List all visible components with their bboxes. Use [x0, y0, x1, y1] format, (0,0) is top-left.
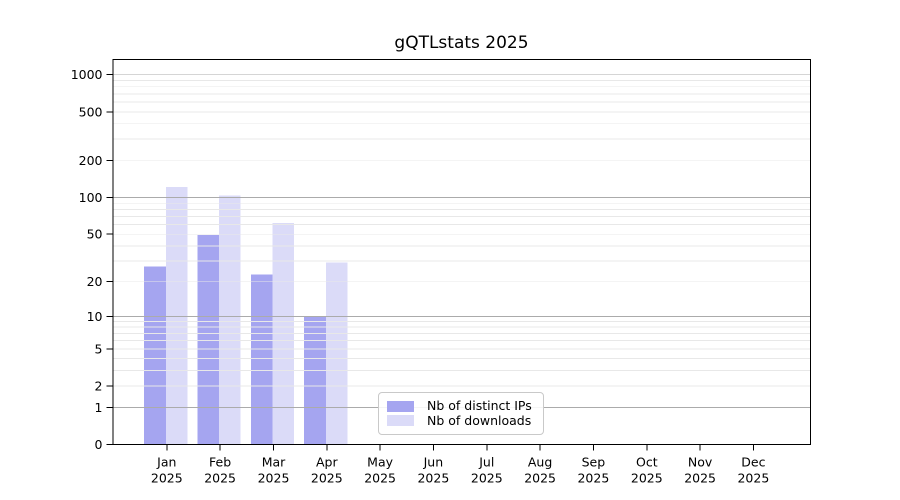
y-tick-label: 500 — [79, 104, 103, 119]
x-tick-label-year: 2025 — [684, 471, 716, 486]
plot-border — [112, 59, 811, 446]
x-tick-label-month: Apr — [316, 455, 338, 470]
y-tick-label: 1000 — [71, 67, 103, 82]
bar-downloads-mar — [272, 222, 295, 445]
x-tick-label-year: 2025 — [631, 471, 663, 486]
y-tick-label: 100 — [79, 190, 103, 205]
x-tick-label-month: Jun — [423, 455, 444, 470]
bar-downloads-apr — [325, 262, 348, 445]
x-tick-label-month: Dec — [741, 455, 765, 470]
x-tick-label-month: Aug — [528, 455, 552, 470]
bar-distinct-ips-mar — [250, 274, 273, 445]
y-tick-label: 20 — [87, 274, 103, 289]
legend-item-downloads: Nb of downloads — [387, 412, 534, 428]
y-tick-label: 2 — [95, 378, 103, 393]
y-tick-label: 1 — [95, 400, 103, 415]
x-tick-label-month: May — [367, 455, 393, 470]
x-tick-label-year: 2025 — [737, 471, 769, 486]
y-tick-label: 10 — [87, 309, 103, 324]
x-tick-label-year: 2025 — [577, 471, 609, 486]
x-tick-label-month: Feb — [209, 455, 231, 470]
x-tick-label-month: Mar — [262, 455, 286, 470]
legend: Nb of distinct IPs Nb of downloads — [378, 392, 544, 435]
x-tick-label-month: Jan — [156, 455, 176, 470]
legend-swatch-distinct-ips — [387, 400, 414, 412]
x-tick-label-year: 2025 — [417, 471, 449, 486]
x-tick-label-year: 2025 — [364, 471, 396, 486]
bar-distinct-ips-jan — [144, 266, 166, 445]
chart-title: gQTLstats 2025 — [394, 33, 529, 53]
legend-label-distinct-ips: Nb of distinct IPs — [427, 398, 532, 413]
x-tick-label-month: Sep — [582, 455, 606, 470]
axes-group — [112, 59, 811, 446]
x-tick-label-month: Oct — [636, 455, 658, 470]
y-tick-label: 50 — [87, 227, 103, 242]
x-axis: Jan2025Feb2025Mar2025Apr2025May2025Jun20… — [151, 444, 769, 486]
legend-swatch-downloads — [387, 415, 414, 427]
y-tick-label: 200 — [79, 153, 103, 168]
legend-label-downloads: Nb of downloads — [427, 412, 532, 428]
y-tick-label: 0 — [95, 437, 103, 452]
x-tick-label-year: 2025 — [204, 471, 236, 486]
bar-downloads-feb — [219, 195, 241, 445]
x-tick-label-month: Nov — [688, 455, 713, 470]
x-tick-label-year: 2025 — [311, 471, 343, 486]
legend-item-distinct-ips: Nb of distinct IPs — [387, 398, 534, 413]
bar-distinct-ips-apr — [304, 316, 326, 445]
x-tick-label-year: 2025 — [151, 471, 183, 486]
x-tick-label-year: 2025 — [471, 471, 503, 486]
y-tick-label: 5 — [95, 341, 103, 356]
x-tick-label-month: Jul — [478, 455, 494, 470]
x-tick-label-year: 2025 — [258, 471, 290, 486]
bar-distinct-ips-feb — [197, 235, 220, 445]
x-tick-label-year: 2025 — [524, 471, 556, 486]
